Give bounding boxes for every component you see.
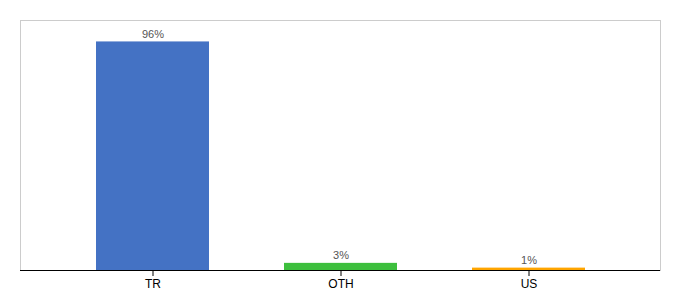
svg-text:OTH: OTH bbox=[328, 277, 353, 291]
svg-text:TR: TR bbox=[145, 277, 161, 291]
svg-text:US: US bbox=[521, 277, 538, 291]
svg-text:3%: 3% bbox=[333, 249, 349, 261]
svg-text:96%: 96% bbox=[142, 28, 164, 40]
svg-text:1%: 1% bbox=[521, 254, 537, 266]
